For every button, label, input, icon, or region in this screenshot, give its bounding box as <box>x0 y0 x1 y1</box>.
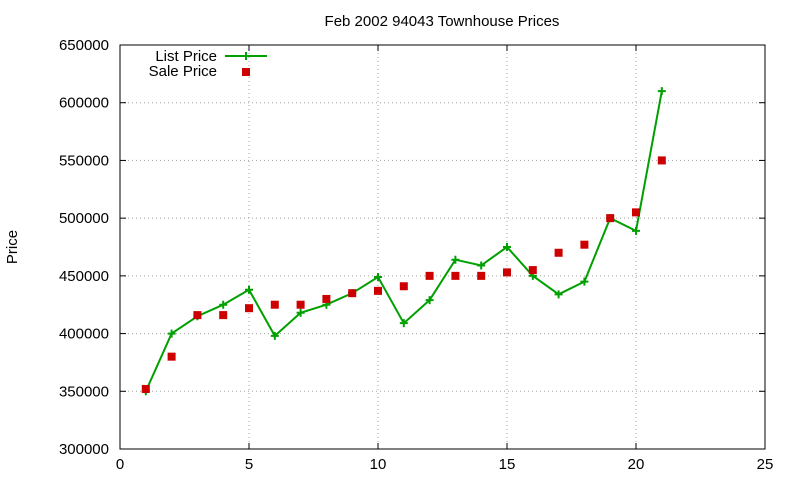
sale-price-point <box>451 271 460 280</box>
sale-price-point <box>632 208 640 217</box>
y-tick-label: 350000 <box>59 383 109 400</box>
x-tick-label: 5 <box>245 456 253 473</box>
list-price-point <box>270 331 279 340</box>
legend-marker-list-price <box>242 52 250 60</box>
sale-price-point <box>580 240 589 249</box>
x-tick-label: 20 <box>628 456 645 473</box>
sale-price-point <box>477 271 486 280</box>
sale-price-point <box>322 294 331 303</box>
list-price-point <box>425 296 434 305</box>
plot-frame <box>119 44 766 450</box>
list-price-point <box>245 285 253 294</box>
x-tick-label: 10 <box>370 456 387 473</box>
y-axis-label: Price <box>4 230 21 264</box>
y-tick-label: 650000 <box>59 37 109 54</box>
sale-price-point <box>141 384 150 393</box>
list-price-point <box>167 329 176 338</box>
series <box>141 87 666 396</box>
chart-title: Feb 2002 94043 Townhouse Prices <box>325 13 560 30</box>
sale-price-point <box>606 214 615 223</box>
list-price-point <box>580 277 589 286</box>
list-price-point <box>219 300 228 309</box>
y-tick-label: 500000 <box>59 210 109 227</box>
x-tick-label: 25 <box>757 456 774 473</box>
list-price-point <box>503 243 511 251</box>
list-price-point <box>632 226 640 235</box>
sale-price-point <box>399 282 408 291</box>
y-tick-label: 400000 <box>59 326 109 343</box>
list-price-point <box>477 261 486 270</box>
list-price-point <box>399 319 408 328</box>
sale-price-point <box>425 271 434 280</box>
list-price-point <box>657 87 666 96</box>
legend: List Price Sale Price <box>149 48 267 80</box>
sale-price-point <box>348 289 357 298</box>
list-price-point <box>296 308 305 317</box>
list-price-point <box>374 273 382 282</box>
legend-label-sale-price: Sale Price <box>149 63 217 80</box>
legend-swatch-sale-price <box>242 68 250 76</box>
sale-price-point <box>554 248 563 257</box>
sale-price-point <box>503 268 511 277</box>
list-price-point <box>554 290 563 299</box>
y-tick-label: 450000 <box>59 268 109 285</box>
y-tick-label: 600000 <box>59 95 109 112</box>
x-tick-label: 15 <box>499 456 516 473</box>
sale-price-point <box>657 156 666 165</box>
y-tick-label: 300000 <box>59 441 109 458</box>
sale-price-point <box>167 352 176 361</box>
sale-price-point <box>219 311 228 320</box>
axis-ticks: 0 5 10 15 20 25 300000 350000 400000 450000 500000… <box>59 37 773 473</box>
sale-price-point <box>270 300 279 309</box>
x-tick-label: 0 <box>116 456 124 473</box>
sale-price-point <box>374 286 382 295</box>
legend-label-list-price: List Price <box>155 48 217 65</box>
sale-price-point <box>245 304 253 313</box>
sale-price-point <box>528 266 537 275</box>
list-price-point <box>451 255 460 264</box>
sale-price-point <box>193 311 202 320</box>
grid <box>120 45 765 449</box>
y-tick-label: 550000 <box>59 152 109 169</box>
sale-price-point <box>296 300 305 309</box>
